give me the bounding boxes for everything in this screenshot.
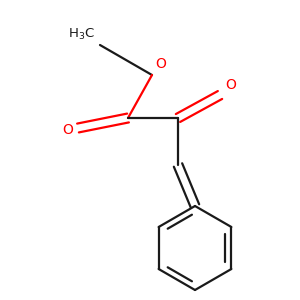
Text: H$_3$C: H$_3$C — [68, 27, 95, 42]
Text: O: O — [155, 57, 166, 71]
Text: O: O — [62, 123, 73, 137]
Text: O: O — [225, 78, 236, 92]
